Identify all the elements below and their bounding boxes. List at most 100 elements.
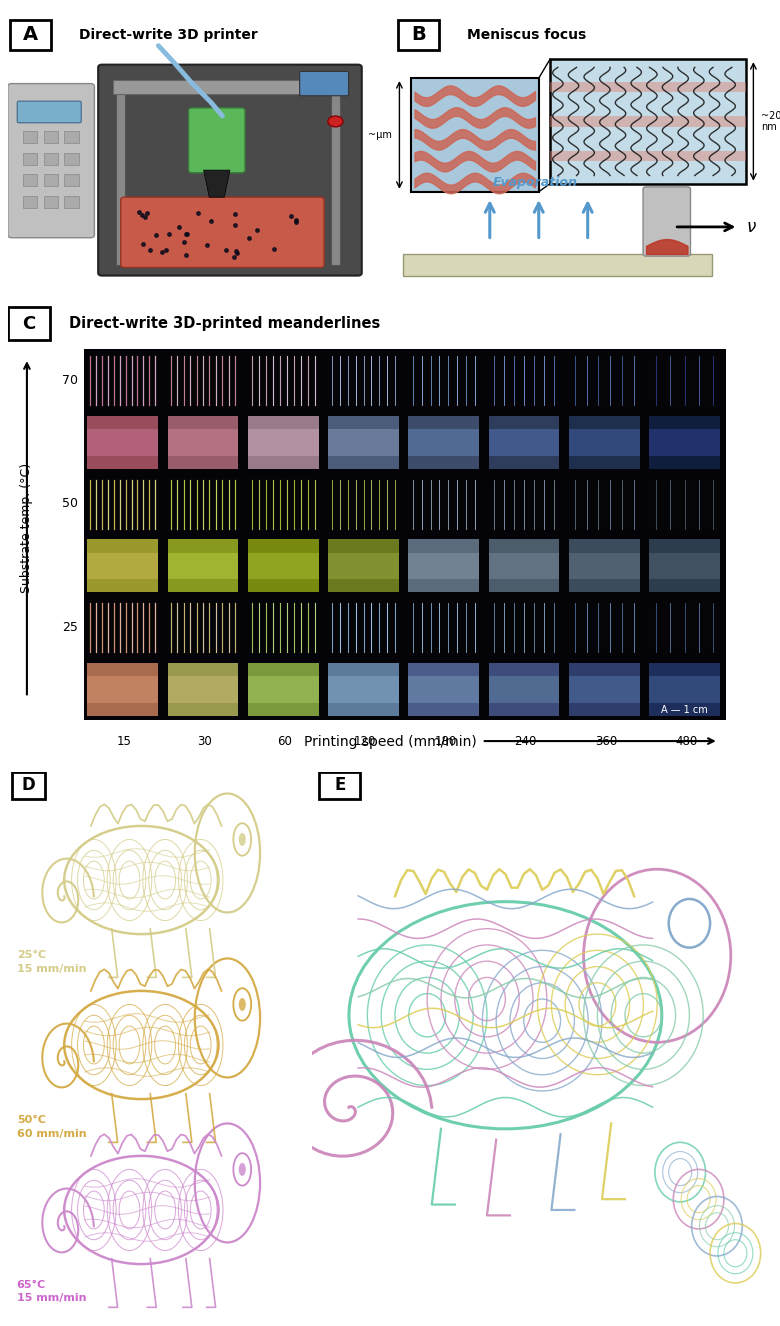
Text: 65°C
15 mm/min: 65°C 15 mm/min [16, 1281, 87, 1303]
Text: B: B [411, 25, 426, 44]
Bar [649, 663, 720, 716]
Bar [569, 676, 640, 703]
Bar [168, 354, 239, 407]
Text: 25°, 50°, and 65°C: 25°, 50°, and 65°C [405, 1260, 541, 1272]
Text: A: A [730, 499, 738, 509]
Bar [403, 255, 712, 276]
FancyBboxPatch shape [8, 306, 50, 341]
Bar [569, 416, 640, 469]
Bar [248, 354, 318, 407]
Bar [550, 60, 746, 183]
Text: B — 1 mm: B — 1 mm [661, 725, 712, 736]
Bar [64, 174, 79, 187]
Text: 50: 50 [62, 497, 78, 511]
Bar [44, 196, 58, 208]
Text: 60: 60 [278, 736, 292, 748]
Bar [331, 81, 340, 265]
Bar [409, 477, 479, 530]
Bar [113, 80, 346, 94]
Bar [87, 354, 158, 407]
Bar [489, 354, 559, 407]
Bar [489, 601, 559, 654]
Bar [44, 174, 58, 187]
Bar [409, 354, 479, 407]
Text: 120: 120 [354, 736, 376, 748]
Text: E: E [334, 777, 346, 794]
Bar [87, 416, 158, 469]
Bar [489, 553, 559, 579]
Bar [569, 553, 640, 579]
Bar [489, 676, 559, 703]
Bar [64, 196, 79, 208]
Bar [569, 430, 640, 456]
Bar [489, 540, 559, 593]
Bar [84, 349, 726, 720]
Bar [550, 82, 746, 91]
Bar [23, 152, 37, 164]
Text: B: B [730, 436, 738, 447]
Text: ~200
nm: ~200 nm [761, 110, 780, 133]
Bar [569, 601, 640, 654]
Bar [411, 78, 539, 192]
Text: Printing speed (mm/min): Printing speed (mm/min) [303, 735, 477, 749]
Bar [248, 430, 318, 456]
Bar [168, 676, 239, 703]
Bar [248, 553, 318, 579]
Bar [409, 663, 479, 716]
Bar [409, 540, 479, 593]
Bar [87, 663, 158, 716]
FancyBboxPatch shape [319, 772, 360, 798]
Bar [489, 430, 559, 456]
Text: 1 cm: 1 cm [666, 774, 694, 784]
Bar [328, 430, 399, 456]
FancyBboxPatch shape [398, 20, 439, 50]
Bar [409, 553, 479, 579]
Bar [168, 540, 239, 593]
Circle shape [239, 998, 246, 1010]
Bar [569, 540, 640, 593]
Bar [328, 676, 399, 703]
Bar [489, 416, 559, 469]
Bar [409, 416, 479, 469]
Bar [489, 663, 559, 716]
Bar [649, 477, 720, 530]
Bar [328, 477, 399, 530]
Bar [168, 416, 239, 469]
Bar [248, 601, 318, 654]
Text: $\nu$: $\nu$ [746, 217, 757, 236]
FancyBboxPatch shape [121, 198, 324, 268]
Bar [649, 601, 720, 654]
Bar [328, 663, 399, 716]
Bar [168, 601, 239, 654]
Text: 180: 180 [434, 736, 456, 748]
Bar [328, 416, 399, 469]
FancyBboxPatch shape [17, 101, 81, 123]
Bar [44, 131, 58, 143]
Bar [168, 477, 239, 530]
Circle shape [239, 1163, 246, 1176]
Bar [328, 354, 399, 407]
Text: 15: 15 [117, 736, 132, 748]
Text: 70: 70 [62, 374, 78, 387]
Text: A — 1 cm: A — 1 cm [661, 705, 708, 715]
Bar [328, 540, 399, 593]
Bar [23, 196, 37, 208]
Bar [409, 430, 479, 456]
Circle shape [681, 914, 697, 934]
Text: C: C [22, 314, 35, 333]
Bar [328, 601, 399, 654]
Text: A: A [23, 25, 38, 44]
Text: 25°C
15 mm/min: 25°C 15 mm/min [16, 951, 87, 973]
Bar [649, 354, 720, 407]
FancyBboxPatch shape [12, 772, 45, 798]
Bar [87, 430, 158, 456]
Bar [550, 151, 746, 162]
Text: Substrate temp. (°C): Substrate temp. (°C) [20, 463, 34, 593]
Bar [64, 131, 79, 143]
Text: B: B [730, 684, 738, 693]
Text: A: A [730, 622, 738, 633]
Bar [248, 663, 318, 716]
Bar [409, 676, 479, 703]
FancyBboxPatch shape [643, 187, 690, 256]
Polygon shape [204, 170, 230, 198]
